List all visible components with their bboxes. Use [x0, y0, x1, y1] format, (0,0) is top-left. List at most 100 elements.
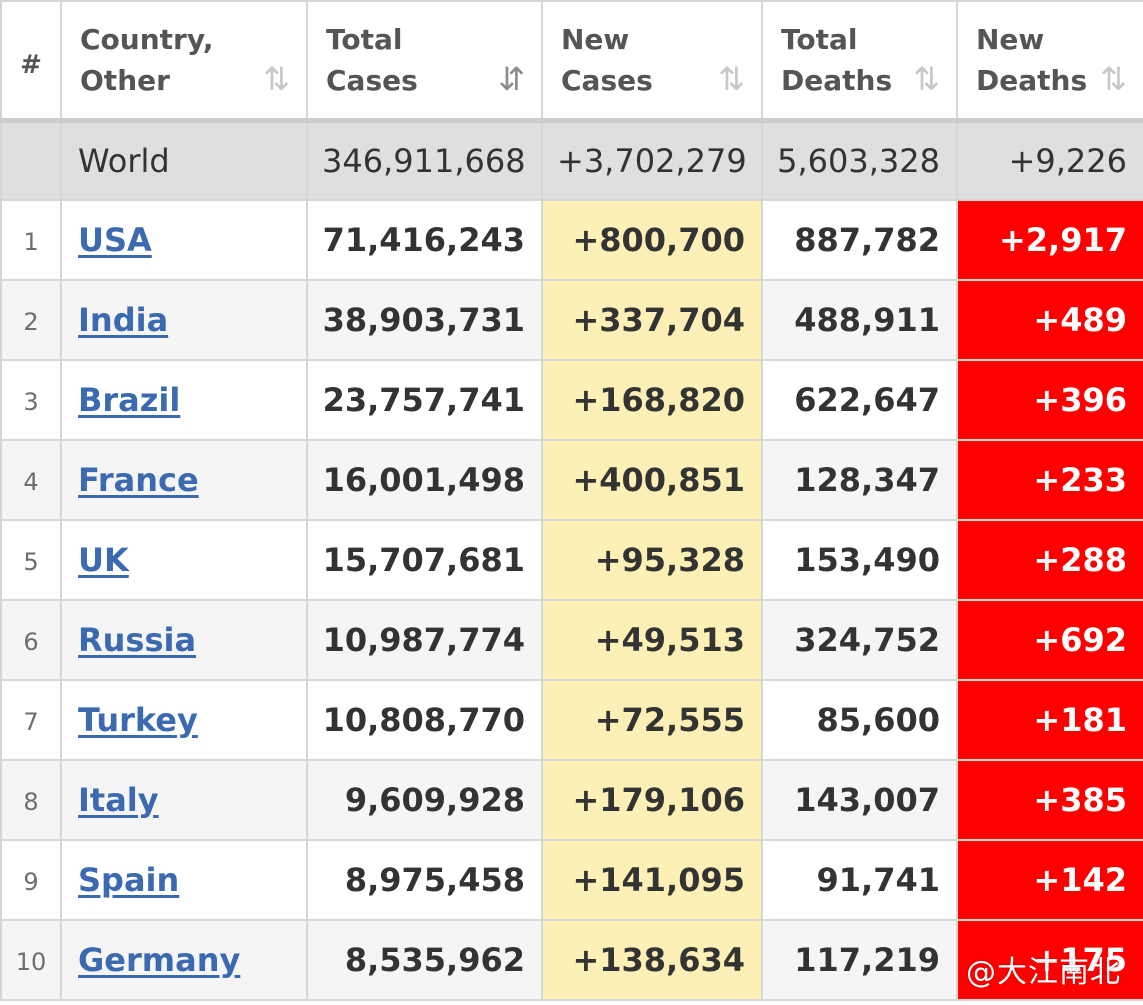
table-row: 3 Brazil 23,757,741 +168,820 622,647 +396: [0, 359, 1143, 441]
country-link[interactable]: Germany: [78, 941, 241, 979]
new-deaths-cell: +288: [956, 519, 1143, 601]
country-cell: Brazil: [60, 359, 308, 441]
rank-cell: 5: [0, 519, 62, 601]
total-deaths-cell: 143,007: [761, 759, 958, 841]
header-new-cases[interactable]: New Cases ⇅: [541, 0, 763, 123]
country-link[interactable]: Brazil: [78, 381, 181, 419]
header-total-deaths-label: Total Deaths: [781, 22, 893, 97]
header-total-deaths[interactable]: Total Deaths ⇅: [761, 0, 958, 123]
sort-icon[interactable]: ⇅: [1100, 60, 1127, 98]
new-cases-cell: +49,513: [541, 599, 763, 681]
total-cases-cell: 23,757,741: [306, 359, 543, 441]
header-row: # Country, Other ⇅ Total Cases ⇵ New Cas…: [0, 0, 1143, 123]
new-cases-cell: +168,820: [541, 359, 763, 441]
new-deaths-cell: +175: [956, 919, 1143, 1001]
total-cases-cell: 15,707,681: [306, 519, 543, 601]
country-cell: Turkey: [60, 679, 308, 761]
country-cell: USA: [60, 199, 308, 281]
rank-cell: 8: [0, 759, 62, 841]
new-cases-cell: +800,700: [541, 199, 763, 281]
header-total-cases[interactable]: Total Cases ⇵: [306, 0, 543, 123]
total-deaths-cell: 153,490: [761, 519, 958, 601]
country-cell: Germany: [60, 919, 308, 1001]
new-cases-cell: +72,555: [541, 679, 763, 761]
rank-cell: 3: [0, 359, 62, 441]
country-cell: France: [60, 439, 308, 521]
new-deaths-cell: +233: [956, 439, 1143, 521]
total-deaths-cell: 887,782: [761, 199, 958, 281]
table-row: 10 Germany 8,535,962 +138,634 117,219 +175: [0, 919, 1143, 1001]
country-cell: Italy: [60, 759, 308, 841]
total-deaths-cell: 85,600: [761, 679, 958, 761]
world-total-cases: 346,911,668: [306, 119, 543, 201]
header-new-cases-label: New Cases: [561, 22, 653, 97]
country-cell: Russia: [60, 599, 308, 681]
new-deaths-cell: +385: [956, 759, 1143, 841]
country-cell: India: [60, 279, 308, 361]
country-link[interactable]: Russia: [78, 621, 197, 659]
table-row: 4 France 16,001,498 +400,851 128,347 +233: [0, 439, 1143, 521]
rank-cell: 4: [0, 439, 62, 521]
rank-cell: 9: [0, 839, 62, 921]
world-total-deaths: 5,603,328: [761, 119, 958, 201]
table-row: 8 Italy 9,609,928 +179,106 143,007 +385: [0, 759, 1143, 841]
new-cases-cell: +141,095: [541, 839, 763, 921]
header-total-cases-label: Total Cases: [326, 22, 418, 97]
country-link[interactable]: India: [78, 301, 169, 339]
sort-icon[interactable]: ⇅: [913, 60, 940, 98]
sort-descending-icon[interactable]: ⇵: [498, 60, 525, 98]
world-new-cases: +3,702,279: [541, 119, 763, 201]
world-total-row: World 346,911,668 +3,702,279 5,603,328 +…: [0, 119, 1143, 201]
table-row: 9 Spain 8,975,458 +141,095 91,741 +142: [0, 839, 1143, 921]
country-rows: 1 USA 71,416,243 +800,700 887,782 +2,917 2 Indi…: [0, 199, 1143, 1001]
world-new-deaths: +9,226: [956, 119, 1143, 201]
table-row: 7 Turkey 10,808,770 +72,555 85,600 +181: [0, 679, 1143, 761]
total-cases-cell: 9,609,928: [306, 759, 543, 841]
rank-cell: 7: [0, 679, 62, 761]
header-country[interactable]: Country, Other ⇅: [60, 0, 308, 123]
total-deaths-cell: 117,219: [761, 919, 958, 1001]
total-cases-cell: 10,808,770: [306, 679, 543, 761]
sort-icon[interactable]: ⇅: [718, 60, 745, 98]
new-cases-cell: +400,851: [541, 439, 763, 521]
header-rank[interactable]: #: [0, 0, 62, 123]
header-country-label: Country, Other: [80, 22, 214, 97]
world-label: World: [60, 119, 308, 201]
total-deaths-cell: 324,752: [761, 599, 958, 681]
watermark: @大江南北: [966, 955, 1121, 990]
total-cases-cell: 71,416,243: [306, 199, 543, 281]
table-row: 2 India 38,903,731 +337,704 488,911 +489: [0, 279, 1143, 361]
new-deaths-cell: +181: [956, 679, 1143, 761]
total-deaths-cell: 622,647: [761, 359, 958, 441]
total-cases-cell: 8,975,458: [306, 839, 543, 921]
new-deaths-cell: +692: [956, 599, 1143, 681]
country-link[interactable]: UK: [78, 541, 129, 579]
country-link[interactable]: USA: [78, 221, 152, 259]
country-link[interactable]: Turkey: [78, 701, 198, 739]
total-cases-cell: 38,903,731: [306, 279, 543, 361]
country-link[interactable]: Italy: [78, 781, 159, 819]
total-deaths-cell: 488,911: [761, 279, 958, 361]
total-cases-cell: 10,987,774: [306, 599, 543, 681]
total-cases-cell: 8,535,962: [306, 919, 543, 1001]
new-cases-cell: +138,634: [541, 919, 763, 1001]
total-deaths-cell: 91,741: [761, 839, 958, 921]
total-deaths-cell: 128,347: [761, 439, 958, 521]
country-link[interactable]: France: [78, 461, 199, 499]
world-rank-cell: [0, 119, 62, 201]
country-cell: Spain: [60, 839, 308, 921]
new-cases-cell: +179,106: [541, 759, 763, 841]
country-link[interactable]: Spain: [78, 861, 180, 899]
total-cases-cell: 16,001,498: [306, 439, 543, 521]
new-deaths-cell: +489: [956, 279, 1143, 361]
rank-cell: 1: [0, 199, 62, 281]
new-deaths-cell: +396: [956, 359, 1143, 441]
new-deaths-cell: +2,917: [956, 199, 1143, 281]
header-new-deaths-label: New Deaths: [976, 22, 1088, 97]
header-new-deaths[interactable]: New Deaths ⇅: [956, 0, 1143, 123]
new-cases-cell: +337,704: [541, 279, 763, 361]
sort-icon[interactable]: ⇅: [263, 60, 290, 98]
rank-cell: 10: [0, 919, 62, 1001]
country-cell: UK: [60, 519, 308, 601]
table-row: 1 USA 71,416,243 +800,700 887,782 +2,917: [0, 199, 1143, 281]
